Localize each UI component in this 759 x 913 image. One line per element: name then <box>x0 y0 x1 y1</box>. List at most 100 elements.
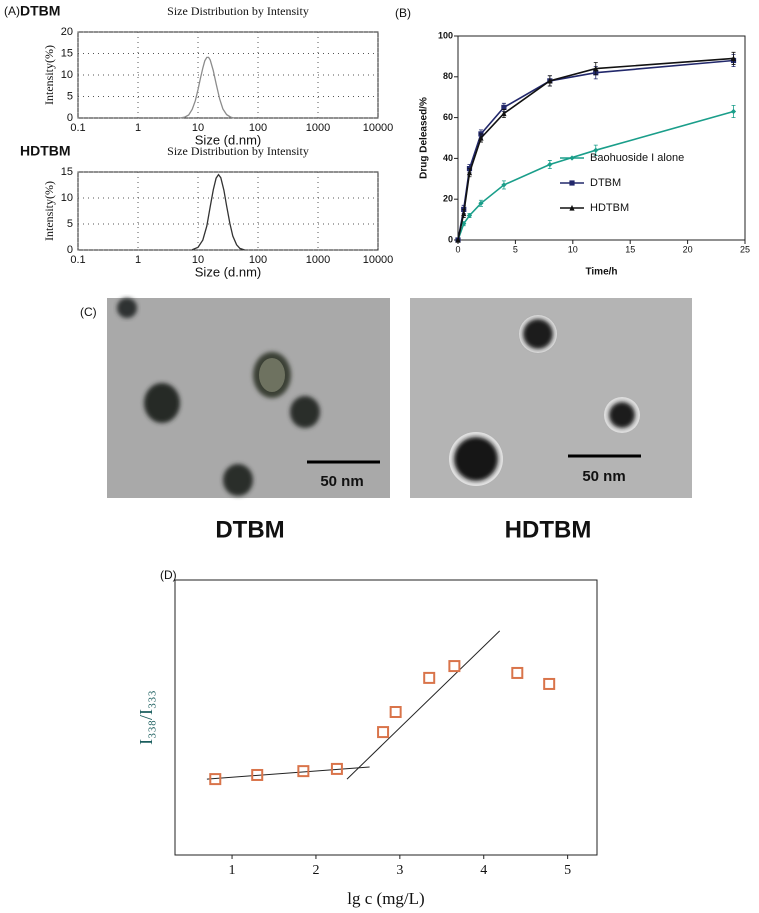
marker <box>478 200 484 206</box>
legend-label: HDTBM <box>590 202 629 214</box>
data-point <box>297 765 310 778</box>
marker <box>730 55 737 62</box>
marker <box>461 210 467 217</box>
release-curve <box>457 110 734 241</box>
marker <box>466 169 473 176</box>
panel-label: (B) <box>395 6 411 20</box>
data-point <box>377 726 390 739</box>
x-tick-label: 5 <box>564 863 571 878</box>
y-tick-label: 40 <box>443 153 453 163</box>
x-tick-label: 25 <box>740 244 750 254</box>
legend-label: Baohuoside I alone <box>590 152 684 164</box>
sample-label: HDTBM <box>20 143 71 159</box>
marker <box>547 161 553 168</box>
y-tick-label: 10 <box>61 192 73 204</box>
x-tick-label: 1 <box>135 122 141 134</box>
marker <box>593 65 599 72</box>
x-axis-label: Size (d.nm) <box>195 132 261 147</box>
fit-line <box>346 630 501 780</box>
image-caption: HDTBM <box>505 516 592 543</box>
marker <box>730 108 737 115</box>
image-caption: DTBM <box>215 516 284 543</box>
data-point <box>330 762 343 775</box>
y-tick-label: 0 <box>448 234 453 244</box>
x-tick-label: 2 <box>312 863 319 878</box>
y-tick-label: 15 <box>61 166 73 178</box>
y-axis-label: Intensity(%) <box>42 181 56 241</box>
panel-label: (C) <box>80 305 97 319</box>
y-tick-label: 0 <box>67 244 73 256</box>
plot-frame <box>457 35 746 241</box>
panel-label: (A) <box>4 4 20 18</box>
x-tick-label: 15 <box>625 244 635 254</box>
data-point <box>251 768 264 781</box>
marker <box>501 110 507 117</box>
x-tick-label: 0.1 <box>70 122 85 134</box>
y-tick-label: 20 <box>61 26 73 38</box>
y-axis-label: I₃₃₈/I₃₃₃ <box>136 690 156 745</box>
y-tick-label: 15 <box>61 47 73 59</box>
legend-label: DTBM <box>590 177 621 189</box>
x-tick-label: 4 <box>480 863 487 878</box>
data-point <box>543 677 556 690</box>
panel-label: (D) <box>160 568 177 582</box>
chart-title: Size Distribution by Intensity <box>167 144 309 158</box>
x-axis-label: lg c (mg/L) <box>347 889 424 908</box>
x-tick-label: 5 <box>513 244 518 254</box>
y-tick-label: 0 <box>67 112 73 124</box>
x-tick-label: 100 <box>249 254 267 266</box>
x-tick-label: 1 <box>135 254 141 266</box>
scale-label: 50 nm <box>320 473 363 490</box>
data-point <box>448 660 461 673</box>
x-axis-label: Time/h <box>585 267 617 278</box>
tem-image-right <box>410 298 692 498</box>
chart-title: Size Distribution by Intensity <box>167 4 309 18</box>
marker <box>547 77 553 84</box>
y-tick-label: 10 <box>61 69 73 81</box>
marker <box>593 147 599 153</box>
scale-label: 50 nm <box>582 468 625 485</box>
x-tick-label: 100 <box>249 122 267 134</box>
data-point <box>209 773 222 786</box>
x-tick-label: 1000 <box>306 122 330 134</box>
y-axis-label: Drug Deleased/% <box>419 97 430 179</box>
marker <box>455 236 461 243</box>
y-tick-label: 60 <box>443 112 453 122</box>
marker <box>569 204 575 211</box>
x-axis-label: Size (d.nm) <box>195 264 261 279</box>
x-tick-label: 10000 <box>363 122 394 134</box>
sample-label: DTBM <box>20 3 60 19</box>
y-axis-label: Intensity(%) <box>42 45 56 105</box>
marker <box>466 212 473 219</box>
marker <box>569 180 575 186</box>
marker <box>569 155 575 161</box>
plot-frame <box>174 579 598 856</box>
x-tick-label: 10 <box>192 122 204 134</box>
x-tick-label: 1 <box>229 863 236 878</box>
y-tick-label: 80 <box>443 71 453 81</box>
x-tick-label: 0 <box>455 244 460 254</box>
y-tick-label: 5 <box>67 218 73 230</box>
marker <box>501 182 507 188</box>
x-tick-label: 10000 <box>363 254 394 266</box>
marker <box>478 134 484 141</box>
data-point <box>389 706 402 718</box>
fit-line <box>206 766 370 780</box>
size-curve <box>179 56 235 119</box>
release-curve <box>457 57 734 241</box>
data-point <box>511 666 524 679</box>
x-tick-label: 3 <box>396 863 403 878</box>
x-tick-label: 1000 <box>306 254 330 266</box>
x-tick-label: 10 <box>568 244 578 254</box>
x-tick-label: 20 <box>683 244 693 254</box>
tem-image-left <box>107 298 390 498</box>
y-tick-label: 5 <box>67 90 73 102</box>
y-tick-label: 20 <box>443 194 453 204</box>
x-tick-label: 0.1 <box>70 254 85 266</box>
x-tick-label: 10 <box>192 254 204 266</box>
size-curve <box>191 173 245 251</box>
y-tick-label: 100 <box>438 30 453 40</box>
marker <box>501 104 507 110</box>
